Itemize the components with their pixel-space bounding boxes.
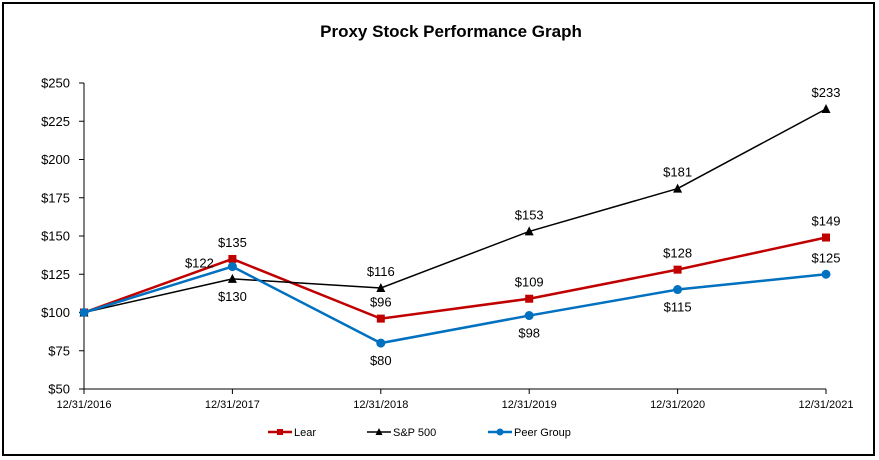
legend-marker-peer-group [496, 428, 504, 436]
x-tick-label: 12/31/2019 [502, 399, 557, 411]
y-tick-label: $75 [48, 343, 70, 358]
series-line-peer-group [83, 265, 827, 345]
series-line-s-p-500 [83, 108, 827, 314]
data-label-lear: $135 [218, 235, 247, 250]
data-point-s-p-500 [673, 183, 683, 193]
data-label-s-p-500: $116 [367, 264, 395, 279]
y-tick-label: $100 [41, 305, 70, 320]
data-label-lear: $109 [515, 275, 544, 290]
data-point-s-p-500 [376, 283, 386, 293]
data-label-peer-group: $98 [518, 326, 540, 341]
data-label-s-p-500: $153 [515, 207, 544, 222]
y-tick-label: $125 [41, 267, 70, 282]
legend-label-lear: Lear [294, 427, 316, 439]
data-label-lear: $96 [370, 295, 392, 310]
legend-label-peer-group: Peer Group [514, 427, 571, 439]
y-tick-label: $175 [41, 190, 70, 205]
legend: Lear S&P 500 Peer Group [268, 427, 571, 439]
x-tick-label: 12/31/2020 [650, 399, 705, 411]
data-point-lear [822, 233, 830, 242]
data-label-s-p-500: $181 [663, 165, 692, 180]
legend-label-s-p-500: S&P 500 [393, 427, 436, 439]
data-point-lear [376, 314, 385, 323]
data-point-peer-group [376, 338, 386, 348]
data-point-peer-group [821, 269, 831, 279]
data-label-lear: $149 [812, 214, 841, 229]
data-point-peer-group [227, 262, 237, 272]
data-labels: $135 $96 $109 $128 $149 $130 $116 $153 $181 $233 $… [185, 85, 841, 368]
axes: $50 $75 $100 $125 $150 $175 $200 $225 $250 12/31/… [41, 76, 853, 412]
data-point-peer-group [524, 311, 534, 321]
data-label-peer-group: $122 [185, 256, 214, 271]
series-line-lear [83, 236, 827, 320]
y-tick-label: $225 [41, 114, 70, 129]
data-point-s-p-500 [524, 226, 534, 236]
legend-marker-lear [277, 429, 283, 435]
y-tick-label: $150 [41, 229, 70, 244]
data-label-peer-group: $80 [370, 353, 392, 368]
data-label-s-p-500: $130 [218, 289, 247, 304]
data-point-s-p-500 [821, 104, 831, 114]
data-label-s-p-500: $233 [812, 85, 841, 100]
x-tick-label: 12/31/2021 [798, 399, 853, 411]
data-label-peer-group: $125 [812, 250, 841, 265]
data-point-lear [673, 265, 682, 274]
y-tick-label: $200 [41, 152, 70, 167]
x-tick-label: 12/31/2018 [353, 399, 408, 411]
y-tick-label: $250 [41, 76, 70, 91]
data-point-lear [228, 254, 237, 263]
y-tick-label: $50 [48, 382, 70, 397]
data-point-peer-group [673, 285, 683, 295]
legend-marker-s-p-500 [375, 428, 383, 435]
data-point-s-p-500 [227, 273, 237, 283]
data-point-peer-group [79, 308, 89, 317]
chart-title: Proxy Stock Performance Graph [320, 22, 582, 41]
x-tick-label: 12/31/2017 [205, 399, 260, 411]
data-point-lear [525, 294, 534, 303]
data-label-peer-group: $115 [664, 300, 692, 315]
series-group [79, 104, 831, 348]
x-tick-label: 12/31/2016 [56, 399, 111, 411]
data-label-lear: $128 [663, 246, 692, 261]
